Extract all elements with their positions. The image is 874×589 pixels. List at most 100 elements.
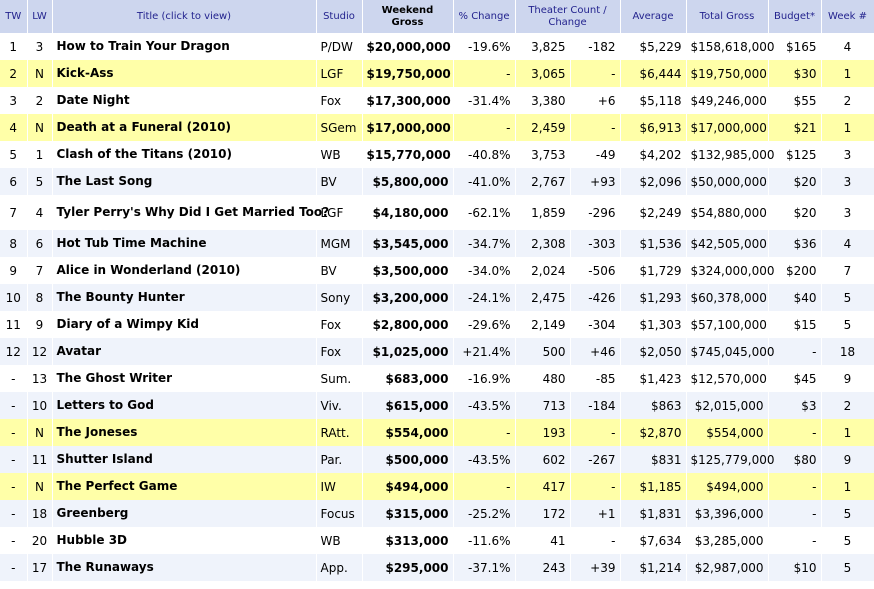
weekend-gross-cell: $295,000 [362,554,454,581]
movie-title-link[interactable]: The Runaways [52,554,317,581]
budget-cell: - [768,338,822,365]
table-row: 7 4 Tyler Perry's Why Did I Get Married To… [0,195,874,230]
movie-title-link[interactable]: Avatar [52,338,317,365]
total-gross-cell: $158,618,000 [686,33,774,60]
movie-title-link[interactable]: Kick-Ass [52,60,317,87]
pct-change-cell: - [453,60,516,87]
movie-title-link[interactable]: Alice in Wonderland (2010) [52,257,317,284]
weekend-gross-cell: $615,000 [362,392,454,419]
weekend-gross-cell: $19,750,000 [362,60,454,87]
movie-title-link[interactable]: Greenberg [52,500,317,527]
week-cell: 4 [821,230,874,257]
header-tw[interactable]: TW [0,0,28,33]
theater-count-cell: 602 [515,446,571,473]
studio-cell: MGM [316,230,363,257]
average-cell: $2,050 [620,338,687,365]
week-cell: 9 [821,365,874,392]
total-gross-cell: $2,015,000 [686,392,769,419]
movie-title-link[interactable]: Shutter Island [52,446,317,473]
pct-change-cell: -29.6% [453,311,516,338]
theater-count-cell: 2,024 [515,257,571,284]
tw-cell: 2 [0,60,28,87]
pct-change-cell: -16.9% [453,365,516,392]
average-cell: $6,444 [620,60,687,87]
pct-change-cell: -25.2% [453,500,516,527]
weekend-gross-cell: $3,545,000 [362,230,454,257]
movie-title-link[interactable]: Death at a Funeral (2010) [52,114,317,141]
table-row: 1 3 How to Train Your Dragon P/DW $20,000,00… [0,33,874,60]
average-cell: $1,536 [620,230,687,257]
studio-cell: BV [316,168,363,195]
pct-change-cell: -19.6% [453,33,516,60]
theater-change-cell: - [570,114,621,141]
header-pct-change[interactable]: % Change [453,0,516,33]
lw-cell: 13 [27,365,53,392]
movie-title-link[interactable]: Tyler Perry's Why Did I Get Married Too? [52,195,329,230]
movie-title-link[interactable]: Date Night [52,87,317,114]
tw-cell: - [0,500,28,527]
weekend-gross-cell: $494,000 [362,473,454,500]
movie-title-link[interactable]: Hubble 3D [52,527,317,554]
theater-count-cell: 2,767 [515,168,571,195]
theater-count-cell: 3,753 [515,141,571,168]
week-cell: 7 [821,257,874,284]
header-total-gross[interactable]: Total Gross [686,0,769,33]
total-gross-cell: $49,246,000 [686,87,769,114]
average-cell: $1,185 [620,473,687,500]
movie-title-link[interactable]: The Perfect Game [52,473,317,500]
total-gross-cell: $132,985,000 [686,141,774,168]
theater-count-cell: 1,859 [515,195,571,230]
tw-cell: 8 [0,230,28,257]
theater-count-cell: 2,459 [515,114,571,141]
header-budget[interactable]: Budget* [768,0,822,33]
theater-change-cell: -506 [570,257,621,284]
weekend-gross-cell: $15,770,000 [362,141,454,168]
studio-cell: WB [316,527,363,554]
average-cell: $6,913 [620,114,687,141]
tw-cell: 10 [0,284,28,311]
lw-cell: N [27,60,53,87]
movie-title-link[interactable]: Hot Tub Time Machine [52,230,317,257]
tw-cell: 4 [0,114,28,141]
week-cell: 1 [821,473,874,500]
movie-title-link[interactable]: The Joneses [52,419,317,446]
budget-cell: - [768,527,822,554]
header-week[interactable]: Week # [821,0,874,33]
budget-cell: $20 [768,195,822,230]
studio-cell: App. [316,554,363,581]
movie-title-link[interactable]: Clash of the Titans (2010) [52,141,317,168]
movie-title-link[interactable]: The Last Song [52,168,317,195]
tw-cell: - [0,473,28,500]
total-gross-cell: $2,987,000 [686,554,769,581]
movie-title-link[interactable]: Letters to God [52,392,317,419]
week-cell: 18 [821,338,874,365]
theater-count-cell: 193 [515,419,571,446]
table-header-row: TW LW Title (click to view) Studio Weeke… [0,0,874,33]
budget-cell: - [768,500,822,527]
lw-cell: N [27,114,53,141]
movie-title-link[interactable]: How to Train Your Dragon [52,33,317,60]
movie-title-link[interactable]: The Bounty Hunter [52,284,317,311]
movie-title-link[interactable]: The Ghost Writer [52,365,317,392]
average-cell: $1,729 [620,257,687,284]
header-lw[interactable]: LW [27,0,53,33]
total-gross-cell: $554,000 [686,419,769,446]
total-gross-cell: $19,750,000 [686,60,769,87]
lw-cell: 4 [27,195,53,230]
theater-count-cell: 480 [515,365,571,392]
pct-change-cell: -41.0% [453,168,516,195]
weekend-gross-cell: $17,300,000 [362,87,454,114]
budget-cell: $20 [768,168,822,195]
average-cell: $7,634 [620,527,687,554]
header-studio[interactable]: Studio [316,0,363,33]
tw-cell: 11 [0,311,28,338]
lw-cell: 3 [27,33,53,60]
header-title[interactable]: Title (click to view) [52,0,317,33]
header-theater-count[interactable]: Theater Count / Change [515,0,621,33]
studio-cell: LGF [316,60,363,87]
movie-title-link[interactable]: Diary of a Wimpy Kid [52,311,317,338]
theater-change-cell: -296 [570,195,621,230]
header-weekend-gross[interactable]: Weekend Gross [362,0,454,33]
header-average[interactable]: Average [620,0,687,33]
total-gross-cell: $17,000,000 [686,114,769,141]
